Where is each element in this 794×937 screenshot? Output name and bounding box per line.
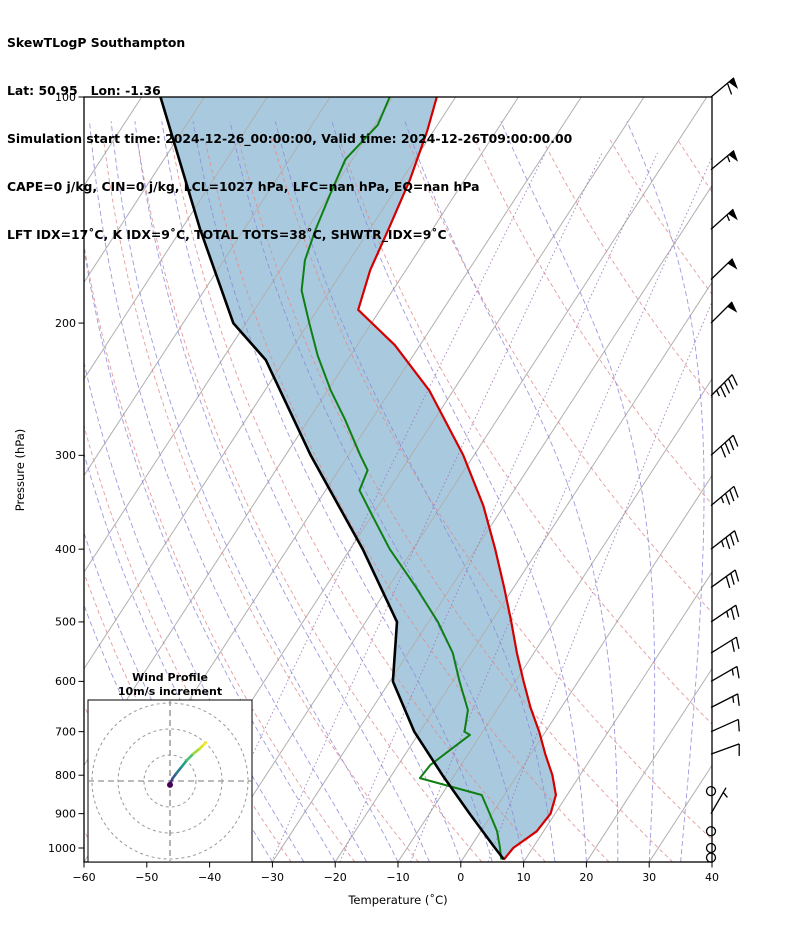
coords-line: Lat: 50.95 Lon: -1.36	[7, 83, 161, 98]
indices-line: LFT IDX=17˚C, K IDX=9˚C, TOTAL TOTS=38˚C…	[7, 227, 447, 242]
hodograph-speed-rings	[91, 702, 249, 860]
wind-barb-icon	[710, 604, 740, 623]
hodograph-trace-segment	[192, 747, 202, 756]
hodograph-trace-segment	[180, 758, 189, 769]
wind-barb-icon	[710, 743, 740, 756]
y-tick-label: 200	[55, 317, 76, 330]
cape-line: CAPE=0 j/kg, CIN=0 j/kg, LCL=1027 hPa, L…	[7, 179, 480, 194]
moist-adiabats	[84, 121, 712, 862]
y-tick-label: 600	[55, 675, 76, 688]
wind-barb-icon	[710, 208, 738, 230]
calm-wind-icon	[705, 852, 717, 863]
y-tick-label: 500	[55, 616, 76, 629]
temperature-curve	[357, 97, 557, 861]
chart-title: SkewTLogP Southampton	[7, 35, 186, 50]
hodograph-inset	[87, 699, 253, 863]
y-axis-label: Pressure (hPa)	[13, 429, 27, 512]
wind-barb-icon	[710, 77, 739, 98]
wind-barb-icon	[710, 374, 738, 398]
y-tick-label: 700	[55, 725, 76, 738]
wind-barbs	[705, 77, 740, 863]
x-tick-label: −20	[324, 871, 347, 884]
wind-barb-icon	[710, 665, 740, 682]
x-axis-label: Temperature (˚C)	[347, 892, 447, 907]
y-tick-label: 400	[55, 543, 76, 556]
parcel-curve	[159, 97, 505, 861]
times-line: Simulation start time: 2024-12-26_00:00:…	[7, 131, 573, 146]
wind-barb-icon	[710, 485, 739, 507]
x-tick-label: 10	[517, 871, 531, 884]
hodograph-subtitle: 10m/s increment	[117, 685, 223, 698]
wind-barb-icon	[710, 718, 740, 733]
x-tick-label: 40	[705, 871, 719, 884]
x-tick-label: −40	[198, 871, 221, 884]
x-tick-label: −50	[135, 871, 158, 884]
y-tick-label: 100	[55, 91, 76, 104]
hodograph-title: Wind Profile	[132, 671, 208, 684]
mixing-ratio-lines	[201, 152, 712, 862]
x-tick-label: −60	[72, 871, 95, 884]
wind-barb-icon	[710, 434, 739, 458]
x-tick-label: −30	[261, 871, 284, 884]
x-tick-label: 0	[457, 871, 464, 884]
calm-wind-icon	[705, 826, 717, 837]
dry-adiabats	[84, 138, 712, 862]
plot-area	[84, 97, 712, 862]
wind-barb-icon	[710, 693, 740, 709]
y-tick-label: 1000	[48, 842, 76, 855]
hodograph-trace-segment	[202, 741, 208, 746]
y-tick-label: 800	[55, 769, 76, 782]
calm-wind-icon	[705, 785, 717, 797]
hodograph-trace-segment	[175, 765, 183, 775]
calm-wind-icon	[705, 842, 717, 854]
wind-barb-icon	[710, 301, 738, 324]
hodograph-surface-point	[167, 781, 173, 788]
wind-barb-icon	[710, 569, 740, 589]
x-tick-label: 20	[579, 871, 593, 884]
wind-barb-icon	[710, 636, 740, 654]
hodograph-trace-segment	[185, 752, 195, 762]
x-tick-label: −10	[386, 871, 409, 884]
y-tick-label: 300	[55, 449, 76, 462]
wind-barb-icon	[710, 787, 728, 814]
dewpoint-curve	[300, 97, 503, 860]
wind-barb-icon	[710, 149, 739, 171]
wind-barb-icon	[710, 530, 739, 550]
wind-barb-icon	[710, 258, 738, 280]
header-info: SkewTLogP Southampton Lat: 50.95 Lon: -1…	[7, 3, 572, 259]
y-tick-label: 900	[55, 807, 76, 820]
x-tick-label: 30	[642, 871, 656, 884]
